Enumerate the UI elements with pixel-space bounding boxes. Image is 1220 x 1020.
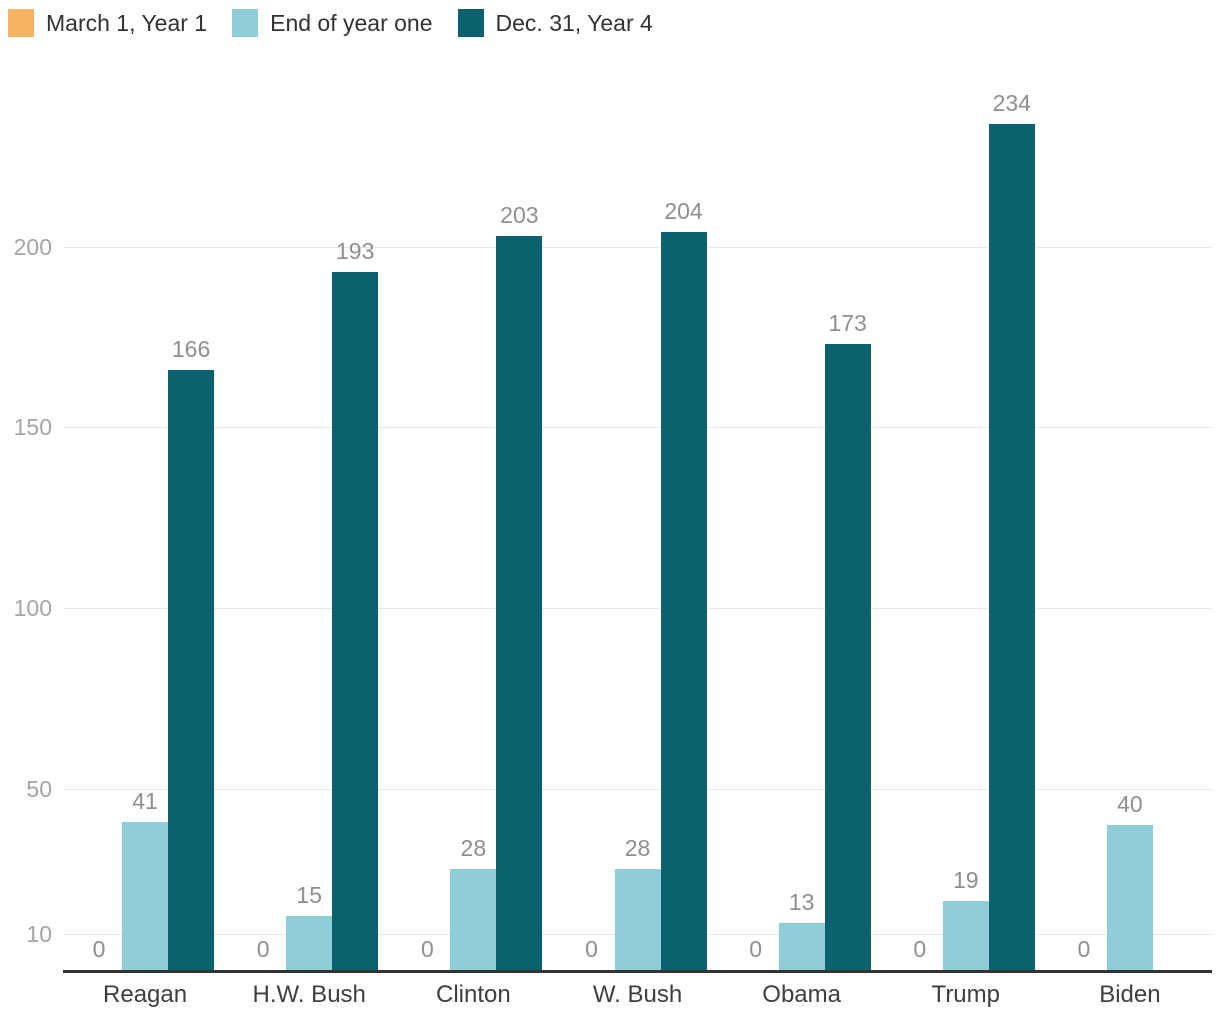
gridline-50	[63, 789, 1212, 790]
bar-clinton-end-of-year-one[interactable]	[450, 869, 497, 970]
bar-reagan-dec-31-year-4[interactable]	[168, 370, 215, 970]
x-axis-label-w-bush: W. Bush	[592, 981, 683, 1008]
legend-label-march-1-year-1: March 1, Year 1	[46, 10, 208, 36]
value-label-obama-end-of-year-one: 13	[788, 889, 815, 915]
bar-h-w-bush-dec-31-year-4[interactable]	[332, 272, 379, 970]
x-axis-label-clinton: Clinton	[435, 981, 511, 1008]
value-label-obama-dec-31-year-4: 173	[828, 310, 867, 336]
bar-reagan-end-of-year-one[interactable]	[122, 822, 169, 970]
bar-obama-end-of-year-one[interactable]	[778, 923, 825, 970]
value-label-w-bush-dec-31-year-4: 204	[664, 198, 703, 224]
x-axis-line	[63, 970, 1212, 973]
value-label-h-w-bush-end-of-year-one: 15	[296, 882, 322, 908]
value-label-w-bush-end-of-year-one: 28	[624, 835, 651, 861]
bar-trump-dec-31-year-4[interactable]	[988, 124, 1035, 970]
value-label-trump-dec-31-year-4: 234	[992, 90, 1031, 116]
chart-legend: March 1, Year 1 End of year one Dec. 31,…	[8, 9, 653, 37]
x-axis-label-biden: Biden	[1099, 981, 1161, 1008]
bar-clinton-dec-31-year-4[interactable]	[496, 236, 543, 970]
value-label-clinton-march-1-year-1: 0	[420, 936, 434, 962]
bar-w-bush-dec-31-year-4[interactable]	[660, 232, 707, 970]
value-label-trump-end-of-year-one: 19	[952, 867, 979, 893]
gridline-150	[63, 427, 1212, 428]
legend-swatch-end-of-year-one	[232, 9, 259, 37]
value-label-reagan-dec-31-year-4: 166	[171, 336, 211, 362]
value-label-h-w-bush-dec-31-year-4: 193	[336, 238, 375, 264]
x-axis-label-trump: Trump	[931, 981, 1000, 1008]
x-axis-label-h-w-bush: H.W. Bush	[252, 981, 366, 1008]
gridline-100	[63, 608, 1212, 609]
value-label-reagan-end-of-year-one: 41	[132, 788, 158, 814]
bar-trump-end-of-year-one[interactable]	[942, 901, 989, 970]
legend-label-end-of-year-one: End of year one	[270, 10, 433, 36]
bar-w-bush-end-of-year-one[interactable]	[614, 869, 661, 970]
value-label-clinton-end-of-year-one: 28	[460, 835, 487, 861]
y-axis-tick-50: 50	[26, 776, 52, 802]
y-axis-tick-100: 100	[13, 595, 52, 621]
value-label-obama-march-1-year-1: 0	[749, 936, 763, 962]
value-label-reagan-march-1-year-1: 0	[92, 936, 106, 962]
bar-biden-end-of-year-one[interactable]	[1106, 825, 1153, 970]
gridline-200	[63, 247, 1212, 248]
value-label-w-bush-march-1-year-1: 0	[585, 936, 598, 962]
value-label-biden-end-of-year-one: 40	[1117, 791, 1143, 817]
bar-obama-dec-31-year-4[interactable]	[824, 344, 871, 970]
legend-swatch-dec-31-year-4	[457, 9, 484, 37]
x-axis-label-reagan: Reagan	[103, 981, 188, 1008]
value-label-h-w-bush-march-1-year-1: 0	[256, 936, 270, 962]
value-label-biden-march-1-year-1: 0	[1077, 936, 1091, 962]
legend-item-end-of-year-one: End of year one	[232, 9, 433, 37]
y-axis-tick-150: 150	[13, 414, 52, 440]
bar-h-w-bush-end-of-year-one[interactable]	[286, 916, 333, 970]
x-axis-label-obama: Obama	[762, 981, 841, 1008]
legend-item-dec-31-year-4: Dec. 31, Year 4	[457, 9, 653, 37]
legend-item-march-1-year-1: March 1, Year 1	[8, 9, 207, 37]
y-axis-tick-10: 10	[26, 921, 52, 947]
value-label-trump-march-1-year-1: 0	[913, 936, 927, 962]
legend-label-dec-31-year-4: Dec. 31, Year 4	[495, 10, 653, 36]
value-label-clinton-dec-31-year-4: 203	[500, 202, 539, 228]
y-axis-tick-200: 200	[13, 234, 52, 260]
legend-swatch-march-1-year-1	[8, 9, 34, 37]
